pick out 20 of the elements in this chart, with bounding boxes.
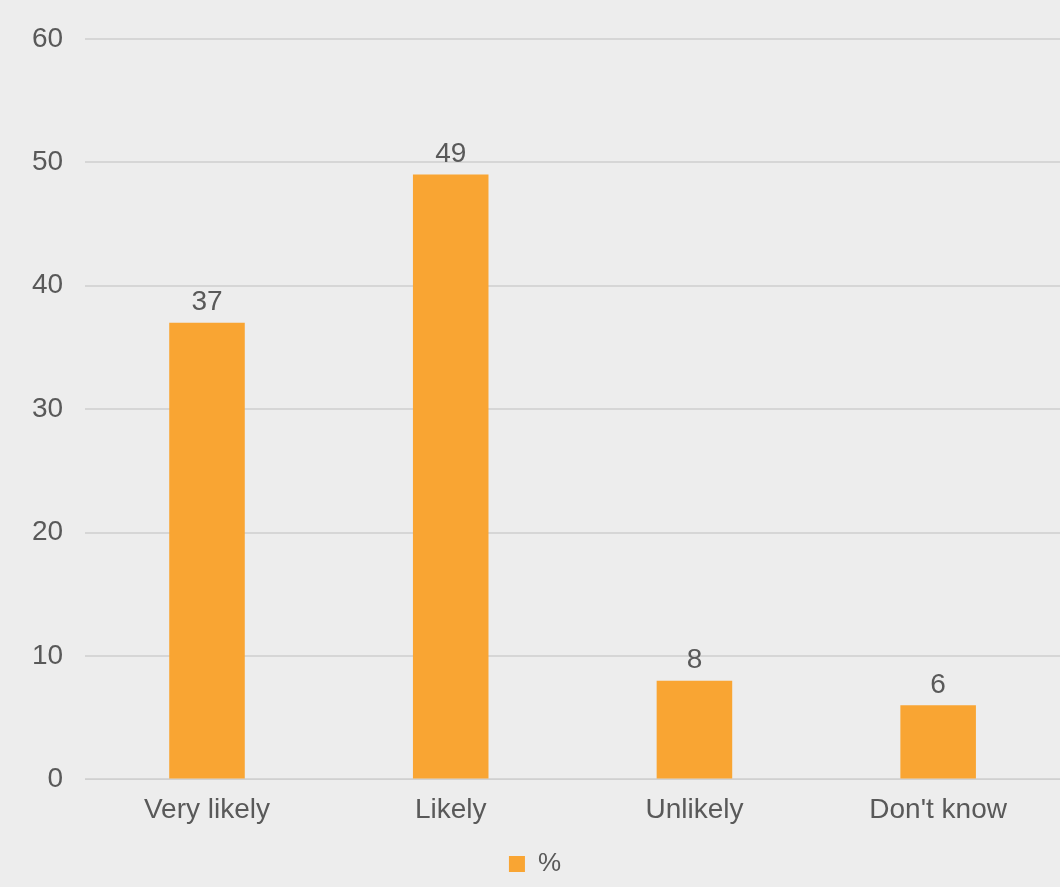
x-tick-label: Very likely	[143, 792, 271, 824]
y-tick-label: 50	[31, 144, 64, 176]
legend-label: %	[537, 847, 562, 878]
data-label: 8	[686, 643, 703, 675]
y-tick-label: 10	[31, 638, 64, 670]
x-tick-label: Likely	[414, 792, 487, 824]
x-tick-label: Don't know	[869, 792, 1008, 824]
y-tick-label: 20	[31, 515, 64, 547]
y-tick-label: 30	[31, 391, 64, 423]
y-tick-label: 60	[31, 21, 64, 53]
y-tick-label: 0	[47, 762, 64, 794]
data-label: 6	[930, 668, 946, 700]
y-tick-label: 40	[31, 268, 64, 300]
bar	[169, 322, 245, 779]
data-label: 37	[191, 285, 223, 317]
bar	[900, 705, 976, 779]
data-label: 49	[435, 137, 467, 169]
bar	[656, 680, 733, 779]
x-tick-label: Unlikely	[645, 792, 744, 824]
bar	[412, 174, 489, 779]
